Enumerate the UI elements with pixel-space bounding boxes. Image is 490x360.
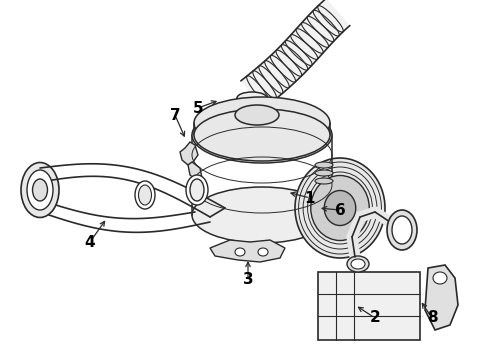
Ellipse shape: [324, 190, 356, 225]
Text: 7: 7: [170, 108, 180, 122]
Ellipse shape: [258, 248, 268, 256]
Ellipse shape: [192, 107, 332, 163]
Text: 1: 1: [305, 190, 315, 206]
Ellipse shape: [235, 248, 245, 256]
Ellipse shape: [186, 175, 208, 205]
Ellipse shape: [351, 259, 365, 269]
Ellipse shape: [192, 187, 332, 243]
Text: 6: 6: [335, 202, 345, 217]
Ellipse shape: [190, 179, 204, 201]
Text: 5: 5: [193, 100, 203, 116]
Ellipse shape: [237, 106, 267, 118]
Ellipse shape: [315, 170, 333, 176]
Ellipse shape: [235, 105, 279, 125]
Text: 8: 8: [427, 310, 437, 325]
Polygon shape: [425, 265, 458, 330]
Ellipse shape: [347, 256, 369, 272]
Polygon shape: [241, 0, 350, 109]
Ellipse shape: [32, 179, 48, 201]
Text: 4: 4: [85, 234, 96, 249]
Ellipse shape: [315, 178, 333, 184]
Ellipse shape: [139, 185, 151, 205]
Ellipse shape: [387, 210, 417, 250]
Ellipse shape: [315, 162, 333, 168]
Polygon shape: [188, 162, 202, 180]
Text: 3: 3: [243, 273, 253, 288]
Ellipse shape: [392, 216, 412, 244]
Ellipse shape: [237, 92, 267, 104]
Ellipse shape: [311, 175, 369, 240]
Ellipse shape: [21, 162, 59, 217]
Ellipse shape: [433, 272, 447, 284]
Polygon shape: [210, 240, 285, 262]
Text: 2: 2: [369, 310, 380, 325]
Ellipse shape: [27, 170, 53, 210]
Ellipse shape: [194, 109, 330, 161]
FancyBboxPatch shape: [318, 272, 420, 340]
Ellipse shape: [194, 97, 330, 149]
Ellipse shape: [295, 158, 385, 258]
Polygon shape: [180, 142, 198, 165]
Ellipse shape: [135, 181, 155, 209]
